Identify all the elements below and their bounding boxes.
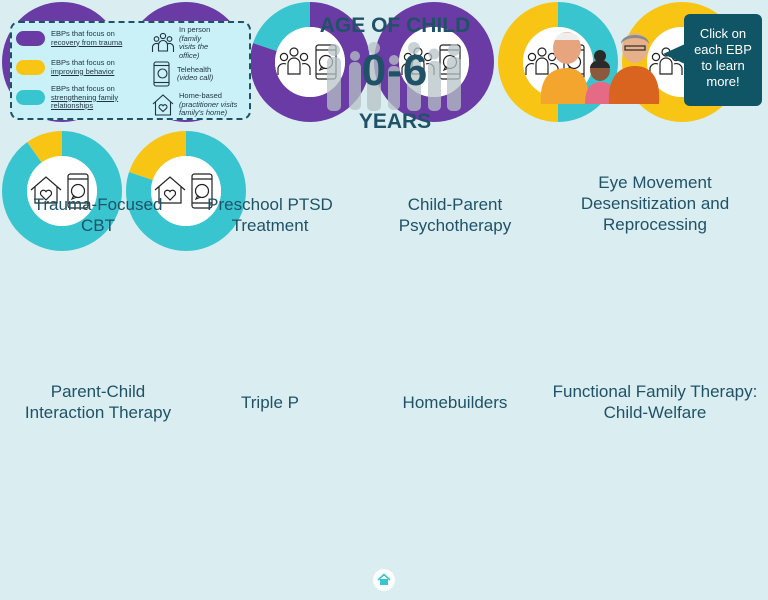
ebp-tile[interactable]: Preschool PTSD Treatment xyxy=(176,194,364,236)
callout-tail xyxy=(663,44,685,64)
ebp-donut[interactable] xyxy=(0,129,124,253)
callout-line-3: to learn xyxy=(701,58,745,73)
delivery-mode-icons xyxy=(30,173,89,209)
ebp-title-line[interactable]: Functional Family Therapy: xyxy=(552,382,758,401)
ebp-tile[interactable]: Parent-Child Interaction Therapy xyxy=(0,381,213,423)
people-icon xyxy=(277,47,311,75)
ebp-title-line[interactable]: Reprocessing xyxy=(603,215,707,234)
ebp-tile[interactable]: Eye Movement Desensitization and Reprocess… xyxy=(561,172,749,235)
home-icon xyxy=(377,573,391,585)
people-icon xyxy=(151,32,175,52)
ebp-title-line[interactable]: Treatment xyxy=(231,216,309,235)
legend-home-based-title: Home-based xyxy=(179,91,222,100)
age-heading: AGE OF CHILD xyxy=(319,14,471,37)
legend-home-based-desc-1: (practitioner visits xyxy=(179,99,238,109)
ebp-title-line[interactable]: Interaction Therapy xyxy=(24,403,172,422)
ebp-tile[interactable]: Triple P xyxy=(176,392,364,413)
phone-chat-icon xyxy=(153,61,170,87)
legend-in-person-desc-1: (family xyxy=(179,33,202,43)
ebp-tile[interactable]: Functional Family Therapy: Child-Welfare xyxy=(540,381,768,423)
ebp-title-line[interactable]: Psychotherapy xyxy=(398,216,512,235)
donut-segment-behavior xyxy=(2,131,122,251)
ebp-title-line[interactable]: Child-Welfare xyxy=(603,403,707,422)
ebp-title-line[interactable]: Eye Movement xyxy=(598,173,712,192)
legend-telehealth-title: Telehealth xyxy=(177,64,212,74)
age-range: 0-6 xyxy=(361,46,429,95)
ebp-tile[interactable]: Homebuilders xyxy=(361,392,549,413)
delivery-mode-icons xyxy=(154,173,213,209)
house-heart-icon xyxy=(154,176,186,204)
ebp-title-line[interactable]: Parent-Child xyxy=(50,382,146,401)
people-icon xyxy=(525,47,559,75)
legend-home-based: Home-based (practitioner visits family's… xyxy=(151,91,238,118)
legend-behavior-swatch xyxy=(16,60,45,75)
legend: EBPs that focus on recovery from trauma … xyxy=(10,21,251,120)
legend-in-person-desc-2: visits the xyxy=(179,42,209,51)
years-label: YEARS xyxy=(358,110,432,133)
callout-line-2: each EBP xyxy=(694,42,752,57)
legend-recovery-label: recovery from trauma xyxy=(51,37,123,47)
phone-chat-icon xyxy=(191,173,213,209)
callout-line-1: Click on xyxy=(699,26,747,41)
legend-behavior: EBPs that focus on improving behavior xyxy=(16,58,115,76)
donut-segment-family xyxy=(250,2,370,122)
ebp-title-line[interactable]: Homebuilders xyxy=(402,393,508,412)
legend-recovery-swatch xyxy=(16,31,45,46)
ebp-title-line[interactable]: Child-Parent xyxy=(407,195,503,214)
legend-family-swatch xyxy=(16,90,45,106)
legend-family: EBPs that focus on strengthening family … xyxy=(16,84,119,111)
callout-line-4: more! xyxy=(706,74,740,89)
ebp-title-line[interactable]: CBT xyxy=(81,216,115,235)
ebp-title-line[interactable]: Desensitization and xyxy=(580,194,730,213)
legend-in-person-title: In person xyxy=(179,25,211,34)
legend-family-label-2: relationships xyxy=(51,101,94,110)
legend-behavior-prefix: EBPs that focus on xyxy=(51,58,115,67)
legend-family-label-1: strengthening family xyxy=(51,92,119,102)
phone-chat-icon xyxy=(67,173,89,209)
house-heart-icon xyxy=(30,176,62,204)
house-heart-icon xyxy=(152,94,174,116)
legend-telehealth-desc: (video call) xyxy=(177,73,214,82)
legend-family-prefix: EBPs that focus on xyxy=(51,84,115,93)
donut-segment-behavior xyxy=(126,131,246,251)
legend-behavior-label: improving behavior xyxy=(51,66,115,76)
legend-in-person: In person (family visits the office) xyxy=(151,25,211,60)
legend-telehealth: Telehealth (video call) xyxy=(151,61,213,87)
legend-recovery-prefix: EBPs that focus on xyxy=(51,29,115,38)
donut-segment-behavior xyxy=(498,2,618,122)
ebp-title-line[interactable]: Trauma-Focused xyxy=(33,195,163,214)
home-button[interactable] xyxy=(373,569,395,591)
ebp-donut[interactable] xyxy=(124,129,248,253)
legend-in-person-desc-3: office) xyxy=(179,50,200,60)
ebp-tile[interactable]: Child-Parent Psychotherapy xyxy=(361,194,549,236)
legend-recovery: EBPs that focus on recovery from trauma xyxy=(16,29,123,47)
ebp-title-line[interactable]: Preschool PTSD xyxy=(207,195,333,214)
ebp-tile[interactable]: Trauma-Focused CBT xyxy=(4,194,192,236)
ebp-title-line[interactable]: Triple P xyxy=(241,393,299,412)
legend-home-based-desc-2: family's home) xyxy=(179,108,228,117)
family-illustration xyxy=(540,32,660,104)
instruction-callout: Click on each EBP to learn more! xyxy=(684,14,762,106)
family-silhouettes-decoration xyxy=(327,42,461,111)
